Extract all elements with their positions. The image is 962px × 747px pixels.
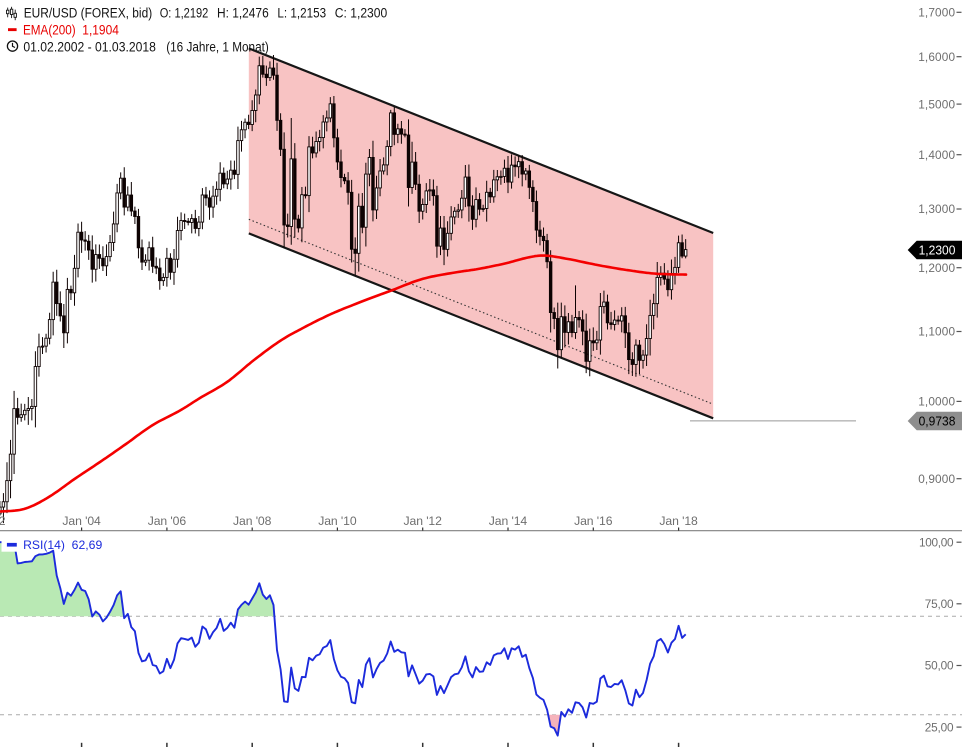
svg-text:62,69: 62,69 bbox=[72, 538, 103, 552]
svg-text:EMA(200): EMA(200) bbox=[23, 22, 76, 37]
svg-text:O: 1,2192: O: 1,2192 bbox=[160, 6, 209, 21]
svg-text:H: 1,2476: H: 1,2476 bbox=[217, 6, 269, 21]
svg-text:Jan '18: Jan '18 bbox=[659, 514, 698, 528]
svg-text:0,9000: 0,9000 bbox=[918, 472, 955, 486]
svg-text:RSI(14): RSI(14) bbox=[23, 538, 65, 552]
svg-text:C: 1,2300: C: 1,2300 bbox=[335, 6, 387, 21]
svg-text:Jan '16: Jan '16 bbox=[574, 514, 613, 528]
svg-text:Jan '10: Jan '10 bbox=[318, 514, 357, 528]
svg-text:Jan '04: Jan '04 bbox=[62, 514, 101, 528]
svg-text:1,6000: 1,6000 bbox=[918, 50, 955, 64]
svg-text:1,1000: 1,1000 bbox=[918, 325, 955, 339]
svg-text:01.02.2002 - 01.03.2018: 01.02.2002 - 01.03.2018 bbox=[23, 39, 156, 54]
svg-text:1,5000: 1,5000 bbox=[918, 97, 955, 111]
svg-text:1,1904: 1,1904 bbox=[82, 22, 119, 37]
svg-text:1,2000: 1,2000 bbox=[918, 261, 955, 275]
svg-text:1,0000: 1,0000 bbox=[918, 395, 955, 409]
svg-text:EUR/USD (FOREX, bid): EUR/USD (FOREX, bid) bbox=[24, 6, 153, 21]
svg-text:Jan '08: Jan '08 bbox=[233, 514, 272, 528]
svg-text:25,00: 25,00 bbox=[925, 720, 954, 734]
svg-text:Jan '14: Jan '14 bbox=[489, 514, 528, 528]
svg-text:50,00: 50,00 bbox=[925, 659, 954, 673]
svg-text:0,9738: 0,9738 bbox=[919, 414, 956, 429]
svg-text:Jan '12: Jan '12 bbox=[404, 514, 443, 528]
svg-text:1,4000: 1,4000 bbox=[918, 148, 955, 162]
svg-text:2: 2 bbox=[0, 514, 6, 528]
svg-text:(16 Jahre, 1 Monat): (16 Jahre, 1 Monat) bbox=[166, 39, 269, 54]
svg-text:75,00: 75,00 bbox=[925, 597, 954, 611]
svg-text:Jan '06: Jan '06 bbox=[148, 514, 187, 528]
svg-text:1,2300: 1,2300 bbox=[919, 243, 956, 258]
svg-text:100,00: 100,00 bbox=[919, 535, 954, 549]
svg-text:1,7000: 1,7000 bbox=[918, 6, 955, 20]
svg-text:L: 1,2153: L: 1,2153 bbox=[277, 6, 326, 21]
svg-text:1,3000: 1,3000 bbox=[918, 202, 955, 216]
